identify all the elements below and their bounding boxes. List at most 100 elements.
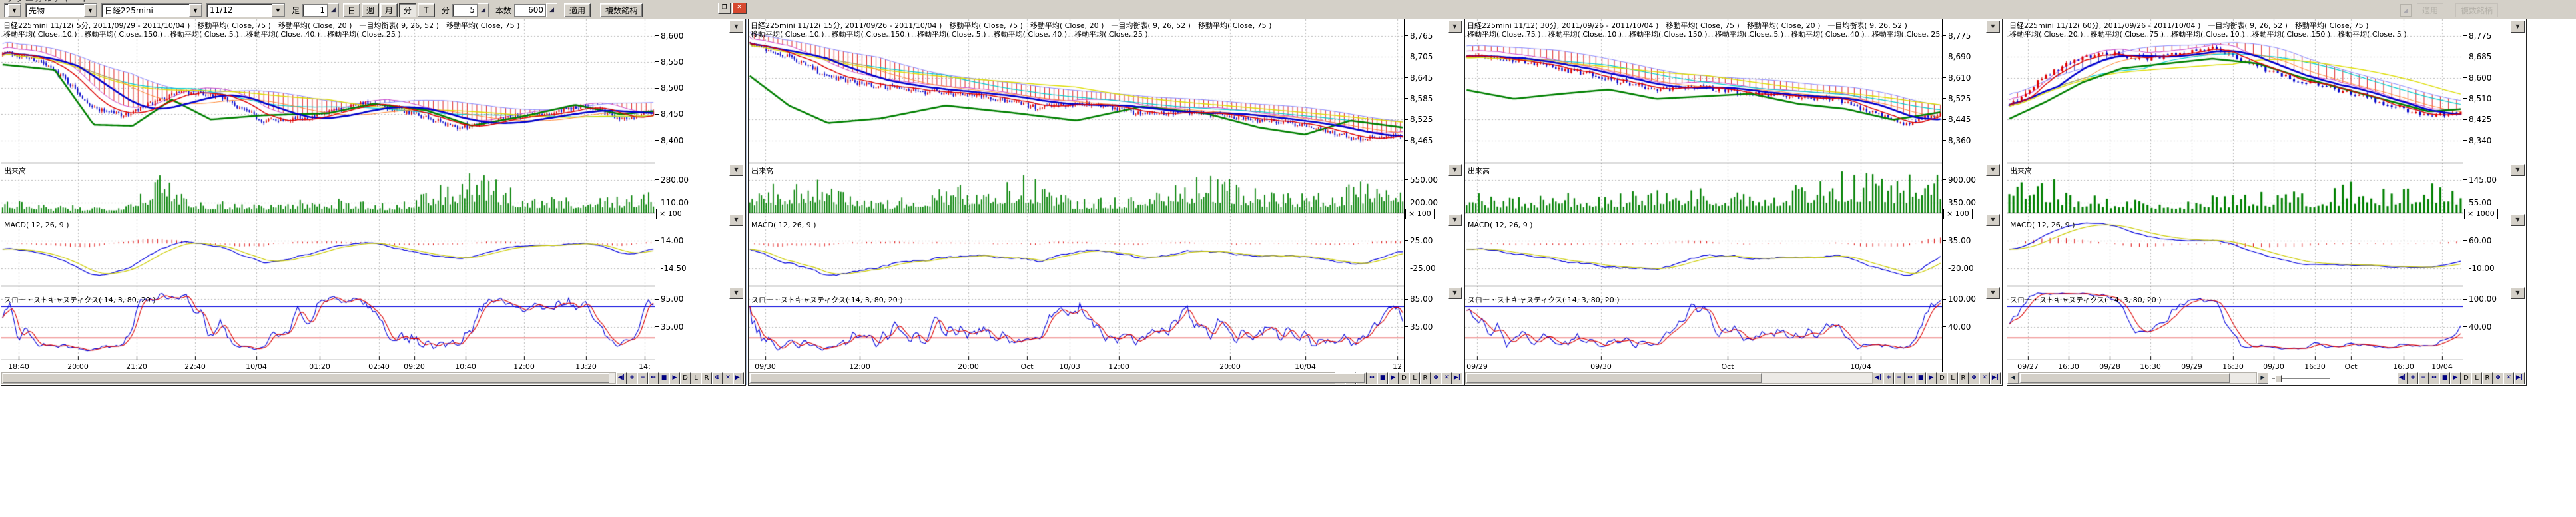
scrollbar-track[interactable] [749, 372, 1365, 384]
nav-button-x[interactable]: ↔ [2429, 372, 2439, 384]
nav-button-x[interactable]: ■ [1377, 372, 1388, 384]
nav-button-x[interactable]: ↔ [1367, 372, 1377, 384]
section-dropdown-icon[interactable]: ▼ [729, 214, 743, 226]
nav-button-x[interactable]: ✕ [2503, 372, 2514, 384]
nav-button-xx[interactable]: ◀| [1873, 372, 1883, 384]
section-dropdown-icon[interactable]: ▼ [729, 287, 743, 299]
zoom-slider[interactable] [2272, 373, 2330, 383]
nav-button-x[interactable]: ↔ [648, 372, 659, 384]
nav-button-x[interactable]: ↔ [1905, 372, 1915, 384]
section-dropdown-icon[interactable]: ▼ [729, 21, 743, 33]
nav-button-R[interactable]: R [701, 372, 712, 384]
nav-button-D[interactable]: D [680, 372, 691, 384]
nav-button-L[interactable]: L [2471, 372, 2482, 384]
section-dropdown-icon[interactable]: ▼ [1448, 287, 1462, 299]
nav-button-D[interactable]: D [1937, 372, 1947, 384]
section-dropdown-icon[interactable]: ▼ [2511, 21, 2525, 33]
nav-button-xx[interactable]: ◀| [2397, 372, 2408, 384]
nav-button-x[interactable]: ⊕ [2493, 372, 2503, 384]
nav-button-L[interactable]: L [1409, 372, 1420, 384]
section-dropdown-icon[interactable]: ▼ [1448, 214, 1462, 226]
spinner-icon[interactable]: ◢ [328, 3, 340, 17]
nav-button-L[interactable]: L [691, 372, 701, 384]
slider-knob[interactable] [2275, 375, 2282, 382]
period-button-分[interactable]: 分 [399, 3, 417, 17]
scrollbar-thumb[interactable] [1466, 373, 1762, 383]
nav-button-x[interactable]: ▶ [1926, 372, 1937, 384]
chevron-down-icon[interactable]: ▼ [8, 3, 21, 17]
nav-button-x[interactable]: ▶ [2450, 372, 2461, 384]
nav-button-xx[interactable]: ▶| [2514, 372, 2525, 384]
nav-button-x[interactable]: ⊕ [1431, 372, 1441, 384]
scrollbar-track[interactable] [1, 372, 616, 384]
bar-count-stepper[interactable]: 600 ◢ [514, 3, 558, 17]
nav-button-x[interactable]: ✕ [1441, 372, 1452, 384]
nav-button-+[interactable]: + [627, 372, 637, 384]
scrollbar-track[interactable] [2019, 372, 2257, 384]
period-button-日[interactable]: 日 [343, 3, 361, 17]
nav-button-D[interactable]: D [1399, 372, 1409, 384]
price-axis-label: 8,690 [1943, 52, 1971, 61]
ghost-apply-button: 適用 [2417, 3, 2444, 17]
section-dropdown-icon[interactable]: ▼ [2511, 214, 2525, 226]
section-dropdown-icon[interactable]: ▼ [2511, 287, 2525, 299]
nav-button-x[interactable]: ⊕ [712, 372, 723, 384]
nav-button-xx[interactable]: ▶| [733, 372, 744, 384]
restore-window-icon[interactable]: ❐ [718, 3, 731, 14]
section-dropdown-icon[interactable]: ▼ [1986, 287, 2000, 299]
nav-button-xx[interactable]: ◀| [616, 372, 627, 384]
nav-button-x[interactable]: ■ [1915, 372, 1926, 384]
nav-button-D[interactable]: D [2461, 372, 2471, 384]
nav-button-+[interactable]: + [2408, 372, 2418, 384]
multi-symbol-button[interactable]: 複数銘柄 [600, 3, 643, 17]
period-button-T[interactable]: T [418, 3, 436, 17]
chevron-down-icon[interactable]: ▼ [272, 3, 284, 17]
axis-tick [1405, 35, 1408, 37]
scrollbar-track[interactable] [1465, 372, 1873, 384]
nav-button-L[interactable]: L [1947, 372, 1958, 384]
nav-button-x[interactable]: ■ [659, 372, 669, 384]
nav-button-x[interactable]: ✕ [723, 372, 733, 384]
nav-button-x[interactable]: ✕ [1979, 372, 1990, 384]
close-window-icon[interactable]: ✕ [732, 3, 747, 14]
scrollbar-thumb[interactable] [3, 373, 609, 383]
scroll-right-icon[interactable]: ▶ [2257, 372, 2268, 384]
nav-button-R[interactable]: R [1958, 372, 1969, 384]
chevron-down-icon[interactable]: ▼ [84, 3, 97, 17]
nav-button-x[interactable]: − [637, 372, 648, 384]
section-dropdown-icon[interactable]: ▼ [1986, 214, 2000, 226]
time-axis-label: 22:40 [184, 362, 206, 371]
minute-stepper[interactable]: 5 ◢ [452, 3, 489, 17]
nav-button-R[interactable]: R [1420, 372, 1431, 384]
spinner-icon[interactable]: ◢ [546, 3, 558, 17]
spinner-icon[interactable]: ◢ [478, 3, 489, 17]
market-select[interactable]: 先物 ▼ [25, 3, 97, 17]
section-dropdown-icon[interactable]: ▼ [1448, 21, 1462, 33]
nav-button-x[interactable]: ■ [2439, 372, 2450, 384]
period-button-月[interactable]: 月 [380, 3, 398, 17]
nav-button-+[interactable]: + [1883, 372, 1894, 384]
symbol-select[interactable]: 日経225mini ▼ [101, 3, 202, 17]
scroll-left-icon[interactable]: ◀ [2007, 372, 2019, 384]
apply-button[interactable]: 適用 [564, 3, 591, 17]
nav-button-R[interactable]: R [2482, 372, 2493, 384]
section-dropdown-icon[interactable]: ▼ [2511, 164, 2525, 176]
nav-button-xx[interactable]: ▶| [1990, 372, 2001, 384]
mini-combo[interactable]: ▼ [4, 3, 21, 17]
scrollbar-thumb[interactable] [2020, 373, 2230, 383]
nav-button-xx[interactable]: ▶| [1452, 372, 1462, 384]
scrollbar-thumb[interactable] [750, 373, 1365, 383]
nav-button-x[interactable]: ⊕ [1969, 372, 1979, 384]
section-dropdown-icon[interactable]: ▼ [729, 164, 743, 176]
section-dropdown-icon[interactable]: ▼ [1448, 164, 1462, 176]
contract-month-select[interactable]: 11/12 ▼ [206, 3, 285, 17]
period-button-週[interactable]: 週 [362, 3, 380, 17]
nav-button-x[interactable]: − [1894, 372, 1905, 384]
section-dropdown-icon[interactable]: ▼ [1986, 21, 2000, 33]
nav-button-x[interactable]: ▶ [669, 372, 680, 384]
chevron-down-icon[interactable]: ▼ [189, 3, 202, 17]
nav-button-x[interactable]: − [2418, 372, 2429, 384]
bar-multiplier-stepper[interactable]: 1 ◢ [302, 3, 340, 17]
section-dropdown-icon[interactable]: ▼ [1986, 164, 2000, 176]
nav-button-x[interactable]: ▶ [1388, 372, 1399, 384]
